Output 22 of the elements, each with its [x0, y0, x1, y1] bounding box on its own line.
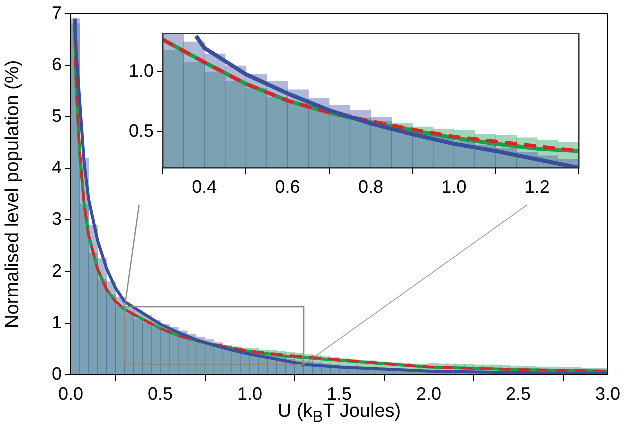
- y-tick-label: 7: [52, 2, 62, 23]
- x-tick-label: 0.5: [148, 384, 174, 404]
- x-tick-label: 1.0: [442, 176, 467, 197]
- y-tick-label: 5: [52, 106, 62, 126]
- x-tick-label: 2.0: [416, 384, 442, 404]
- y-tick-label: 2: [52, 260, 62, 281]
- x-tick-label: 0.4: [192, 176, 218, 197]
- x-tick-label: 0.6: [275, 176, 300, 197]
- x-tick-label: 1.2: [524, 176, 550, 197]
- x-axis-title: U (k$_{B}$T Joules): [278, 401, 402, 426]
- y-tick-label: 1: [52, 312, 62, 332]
- y-tick-label: 3: [52, 209, 62, 230]
- y-tick-label: 6: [52, 54, 62, 74]
- x-tick-label: 3.0: [595, 384, 621, 404]
- y-tick-label: 4: [52, 158, 62, 178]
- x-tick-label: 1.5: [326, 384, 352, 404]
- x-tick-label: 1.0: [237, 384, 263, 404]
- y-axis-title: Normalised level population (%): [2, 60, 24, 329]
- x-tick-label: 2.5: [506, 384, 532, 404]
- y-tick-label: 0: [52, 364, 62, 384]
- x-tick-label: 0.0: [58, 384, 84, 404]
- x-tick-label: 0.8: [358, 176, 384, 197]
